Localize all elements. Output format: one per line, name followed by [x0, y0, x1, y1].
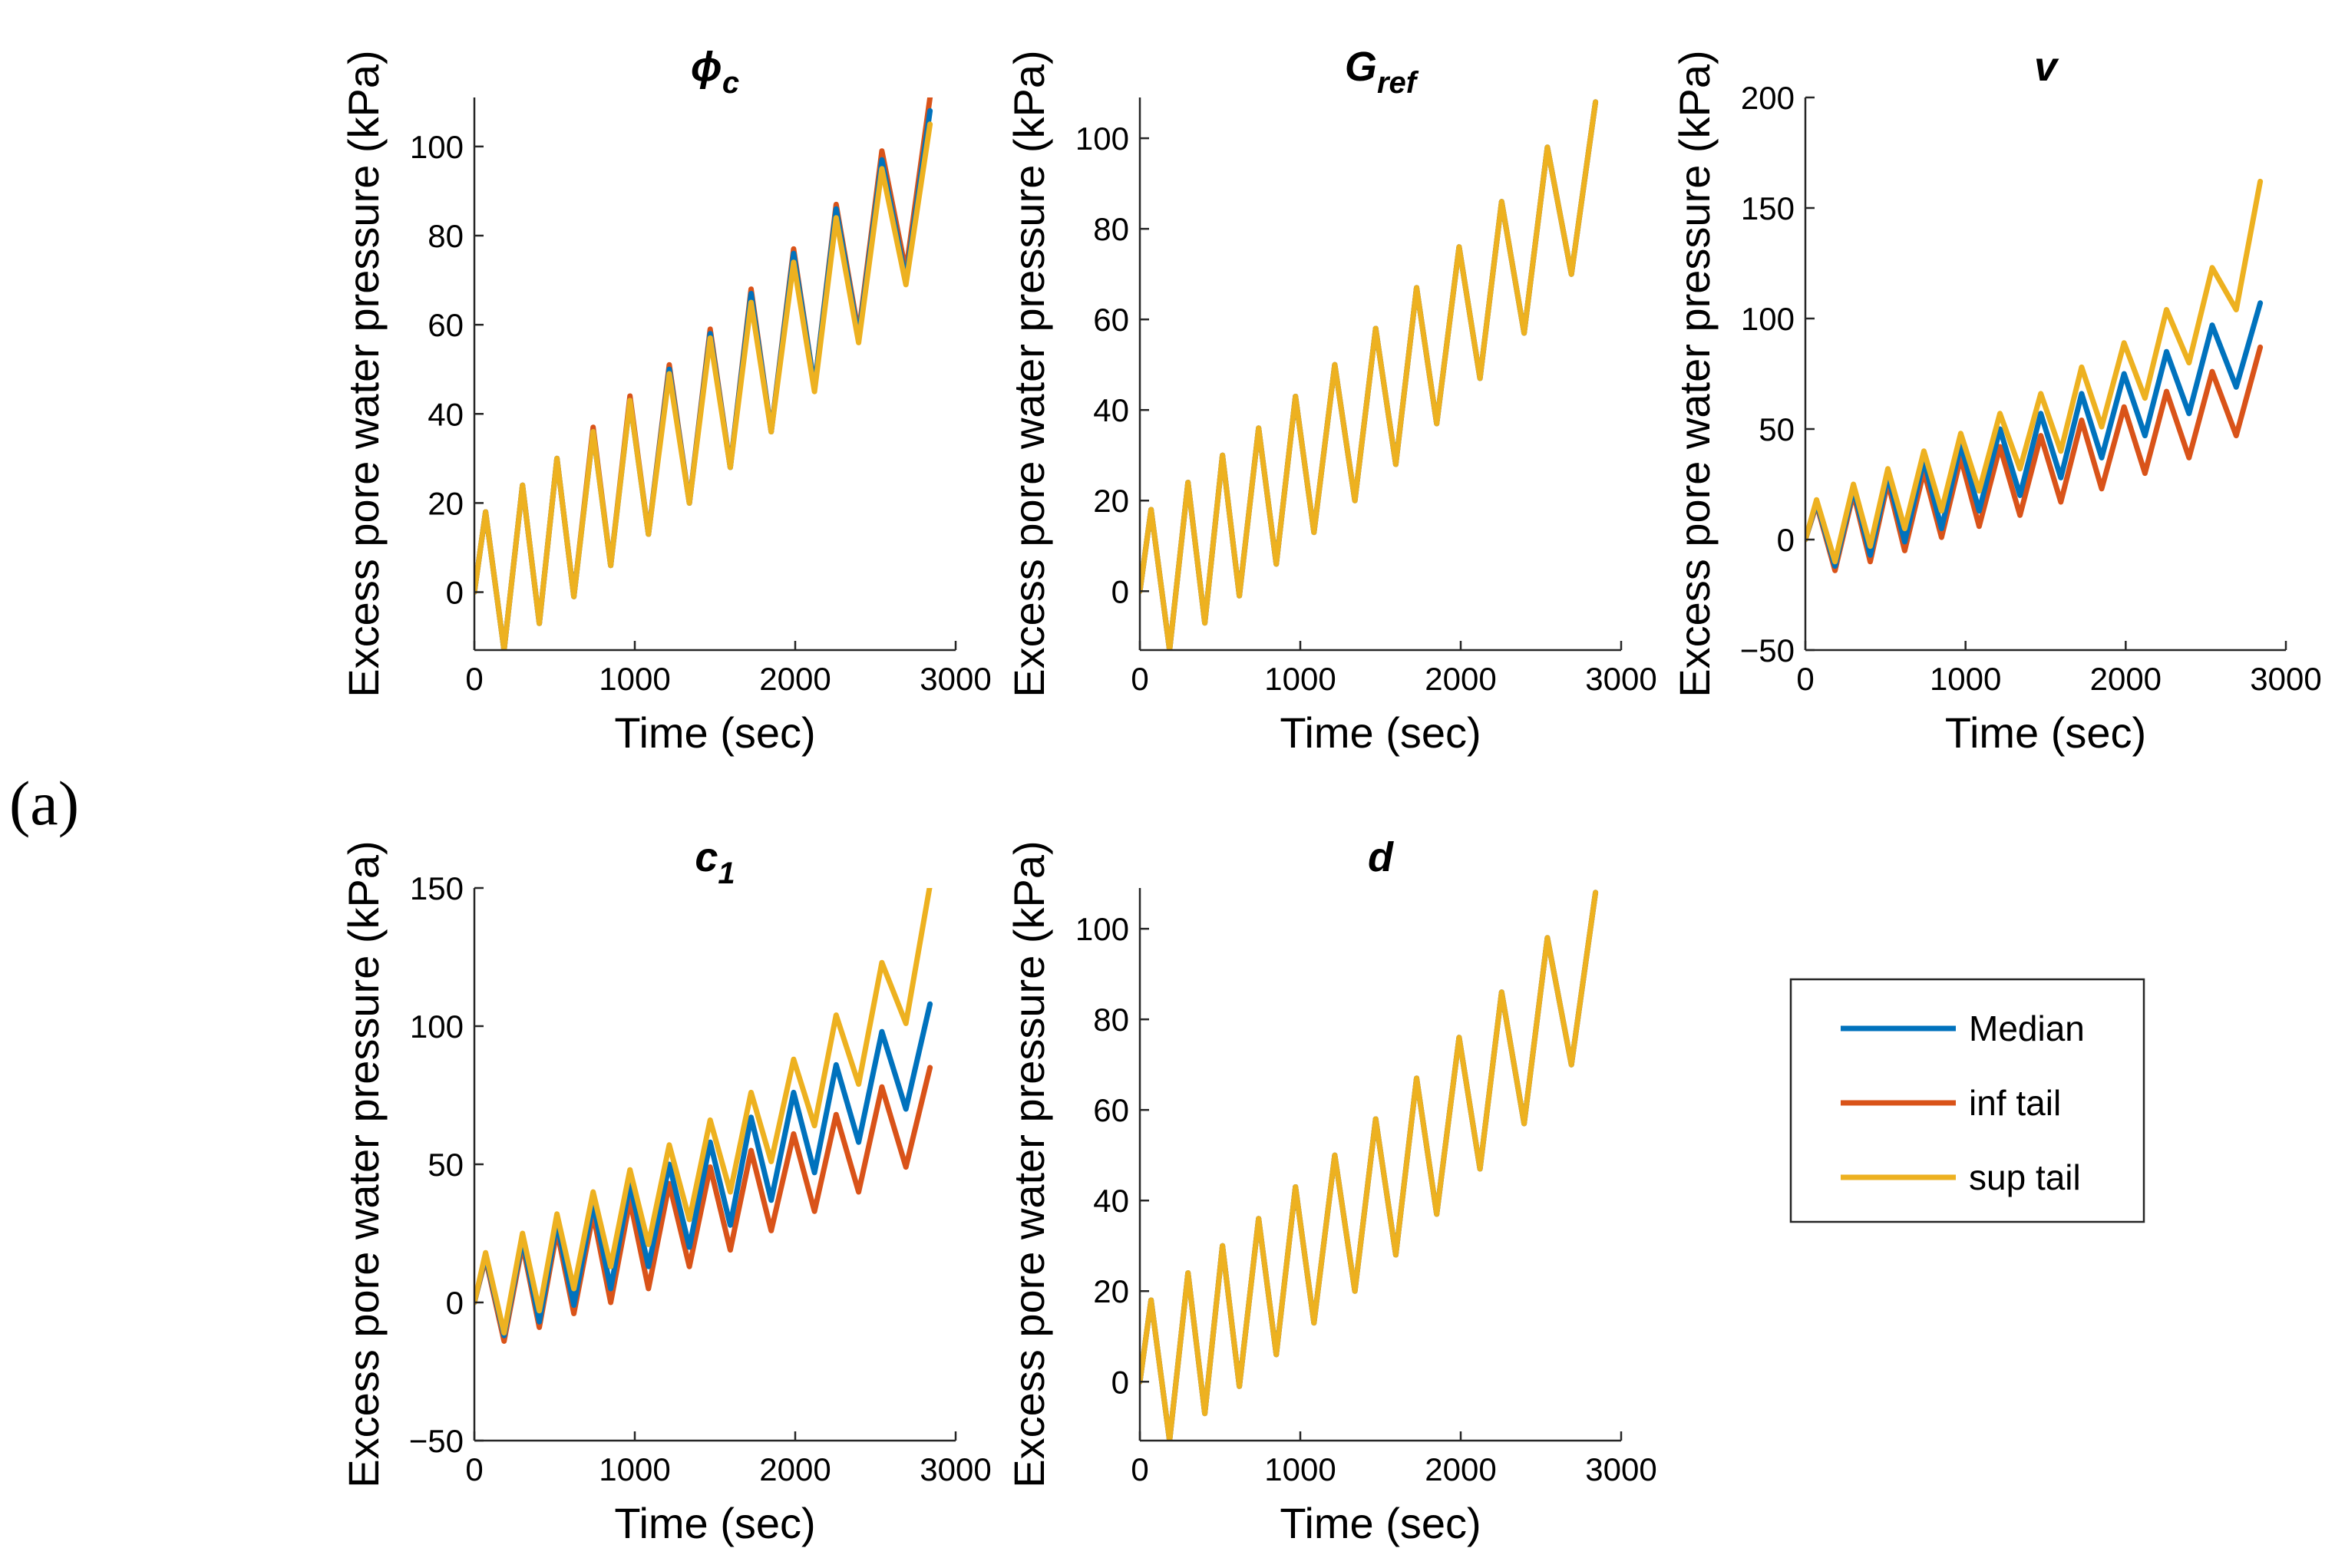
chart-title-main: v	[2034, 44, 2059, 90]
series-line-sup-tail	[1805, 178, 2264, 565]
y-tick-label: 40	[428, 396, 464, 432]
chart-title-main: G	[1345, 44, 1377, 90]
x-axis-label: Time (sec)	[1280, 1499, 1481, 1547]
chart-title-subscript: ref	[1377, 66, 1419, 100]
x-tick-label: 0	[465, 1451, 483, 1487]
y-tick-label: 60	[1093, 1092, 1129, 1128]
y-tick-label: −50	[409, 1423, 464, 1459]
panel-label: (a)	[9, 768, 80, 838]
y-axis-label: Excess pore water pressure (kPa)	[339, 840, 388, 1487]
x-tick-label: 3000	[920, 661, 991, 697]
series-line-sup-tail	[474, 121, 933, 650]
chart-title-subscript: c	[722, 66, 739, 100]
x-tick-label: 2000	[2090, 661, 2162, 697]
x-tick-label: 0	[465, 661, 483, 697]
y-tick-label: 150	[410, 870, 464, 906]
y-tick-label: 40	[1093, 392, 1129, 428]
legend-label: Median	[1969, 1008, 2085, 1048]
chart-title: ϕc	[691, 44, 739, 100]
y-tick-label: 0	[1777, 522, 1795, 558]
x-axis-label: Time (sec)	[614, 1499, 815, 1547]
x-tick-label: 2000	[759, 661, 831, 697]
series-line-sup-tail	[474, 888, 933, 1336]
y-tick-label: 80	[428, 218, 464, 254]
y-tick-label: 80	[1093, 211, 1129, 247]
y-tick-label: 100	[1741, 301, 1795, 337]
legend-label: inf tail	[1969, 1083, 2061, 1123]
series-line-sup-tail	[1140, 890, 1599, 1441]
y-tick-label: 0	[1111, 573, 1129, 609]
x-axis-label: Time (sec)	[614, 708, 815, 757]
x-tick-label: 3000	[2250, 661, 2321, 697]
x-tick-label: 1000	[1264, 1451, 1336, 1487]
chart-title: v	[2034, 44, 2059, 90]
y-tick-label: 100	[1075, 120, 1129, 157]
x-tick-label: 3000	[920, 1451, 991, 1487]
y-tick-label: 60	[1093, 302, 1129, 338]
y-tick-label: 20	[1093, 1273, 1129, 1309]
y-axis-label: Excess pore water pressure (kPa)	[1005, 50, 1053, 697]
y-tick-label: 60	[428, 307, 464, 343]
x-tick-label: 1000	[599, 661, 670, 697]
y-tick-label: 50	[1759, 411, 1795, 447]
y-tick-label: 20	[1093, 483, 1129, 519]
y-tick-label: 0	[446, 575, 464, 611]
y-axis-label: Excess pore water pressure (kPa)	[1670, 50, 1719, 697]
y-tick-label: 200	[1741, 80, 1795, 116]
y-tick-label: 0	[1111, 1364, 1129, 1400]
x-tick-label: 3000	[1585, 661, 1656, 697]
chart-title: Gref	[1345, 44, 1419, 100]
chart-title-main: c	[695, 834, 718, 880]
chart-phi_c: 0 1000 2000 3000 0 20 40 60 80 100 Time (sec) Exces…	[339, 44, 992, 757]
legend: Median inf tail sup tail	[1789, 978, 2145, 1223]
x-tick-label: 0	[1131, 661, 1148, 697]
y-tick-label: 40	[1093, 1183, 1129, 1219]
chart-title-main: d	[1368, 834, 1394, 880]
x-tick-label: 0	[1796, 661, 1814, 697]
y-tick-label: 50	[428, 1147, 464, 1183]
chart-d: 0 1000 2000 3000 0 20 40 60 80 100 Time (sec) Exces…	[1005, 834, 1657, 1547]
x-tick-label: 2000	[759, 1451, 831, 1487]
y-axis-label: Excess pore water pressure (kPa)	[339, 50, 388, 697]
series-line-sup-tail	[1140, 99, 1599, 650]
y-axis-label: Excess pore water pressure (kPa)	[1005, 840, 1053, 1487]
x-tick-label: 1000	[1930, 661, 2001, 697]
x-tick-label: 1000	[1264, 661, 1336, 697]
y-tick-label: 150	[1741, 190, 1795, 226]
y-tick-label: 80	[1093, 1002, 1129, 1038]
legend-label: sup tail	[1969, 1157, 2081, 1197]
chart-title-main: ϕ	[691, 44, 722, 90]
x-axis-label: Time (sec)	[1280, 708, 1481, 757]
y-tick-label: 0	[446, 1285, 464, 1321]
y-tick-label: −50	[1740, 632, 1795, 668]
x-tick-label: 2000	[1425, 661, 1496, 697]
y-tick-label: 100	[1075, 911, 1129, 947]
y-tick-label: 20	[428, 485, 464, 521]
y-tick-label: 100	[410, 1008, 464, 1045]
chart-title-subscript: 1	[718, 857, 735, 890]
x-tick-label: 3000	[1585, 1451, 1656, 1487]
chart-title: c1	[695, 834, 735, 890]
x-axis-label: Time (sec)	[1945, 708, 2146, 757]
x-tick-label: 2000	[1425, 1451, 1496, 1487]
chart-title: d	[1368, 834, 1394, 880]
chart-G_ref: 0 1000 2000 3000 0 20 40 60 80 100 Time (sec) Exces…	[1005, 44, 1657, 757]
y-tick-label: 100	[410, 129, 464, 165]
x-tick-label: 0	[1131, 1451, 1148, 1487]
x-tick-label: 1000	[599, 1451, 670, 1487]
